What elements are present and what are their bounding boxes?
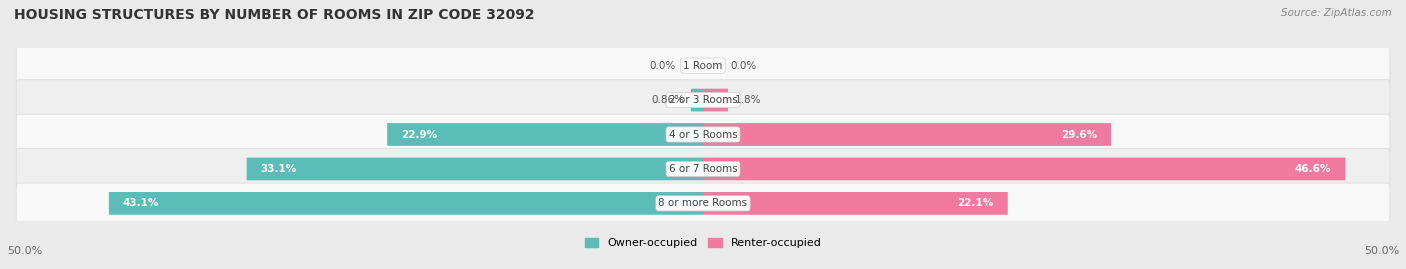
- FancyBboxPatch shape: [703, 192, 1008, 215]
- Text: 6 or 7 Rooms: 6 or 7 Rooms: [669, 164, 737, 174]
- Text: 1 Room: 1 Room: [683, 61, 723, 71]
- Text: 2 or 3 Rooms: 2 or 3 Rooms: [669, 95, 737, 105]
- Text: 33.1%: 33.1%: [260, 164, 297, 174]
- Text: 29.6%: 29.6%: [1062, 129, 1097, 140]
- FancyBboxPatch shape: [387, 123, 703, 146]
- Text: 0.0%: 0.0%: [731, 61, 756, 71]
- Legend: Owner-occupied, Renter-occupied: Owner-occupied, Renter-occupied: [581, 233, 825, 253]
- Text: 50.0%: 50.0%: [1364, 246, 1399, 256]
- Text: 46.6%: 46.6%: [1295, 164, 1331, 174]
- FancyBboxPatch shape: [15, 114, 1391, 155]
- Text: 4 or 5 Rooms: 4 or 5 Rooms: [669, 129, 737, 140]
- Text: HOUSING STRUCTURES BY NUMBER OF ROOMS IN ZIP CODE 32092: HOUSING STRUCTURES BY NUMBER OF ROOMS IN…: [14, 8, 534, 22]
- FancyBboxPatch shape: [246, 158, 703, 180]
- Text: 0.0%: 0.0%: [650, 61, 675, 71]
- Text: Source: ZipAtlas.com: Source: ZipAtlas.com: [1281, 8, 1392, 18]
- FancyBboxPatch shape: [15, 45, 1391, 86]
- Text: 22.9%: 22.9%: [401, 129, 437, 140]
- FancyBboxPatch shape: [108, 192, 703, 215]
- FancyBboxPatch shape: [15, 148, 1391, 189]
- FancyBboxPatch shape: [690, 89, 703, 111]
- Text: 22.1%: 22.1%: [957, 198, 994, 208]
- FancyBboxPatch shape: [15, 183, 1391, 224]
- FancyBboxPatch shape: [15, 80, 1391, 121]
- FancyBboxPatch shape: [703, 89, 728, 111]
- FancyBboxPatch shape: [703, 123, 1111, 146]
- Text: 50.0%: 50.0%: [7, 246, 42, 256]
- Text: 8 or more Rooms: 8 or more Rooms: [658, 198, 748, 208]
- FancyBboxPatch shape: [703, 158, 1346, 180]
- Text: 1.8%: 1.8%: [735, 95, 761, 105]
- Text: 43.1%: 43.1%: [122, 198, 159, 208]
- Text: 0.86%: 0.86%: [651, 95, 685, 105]
